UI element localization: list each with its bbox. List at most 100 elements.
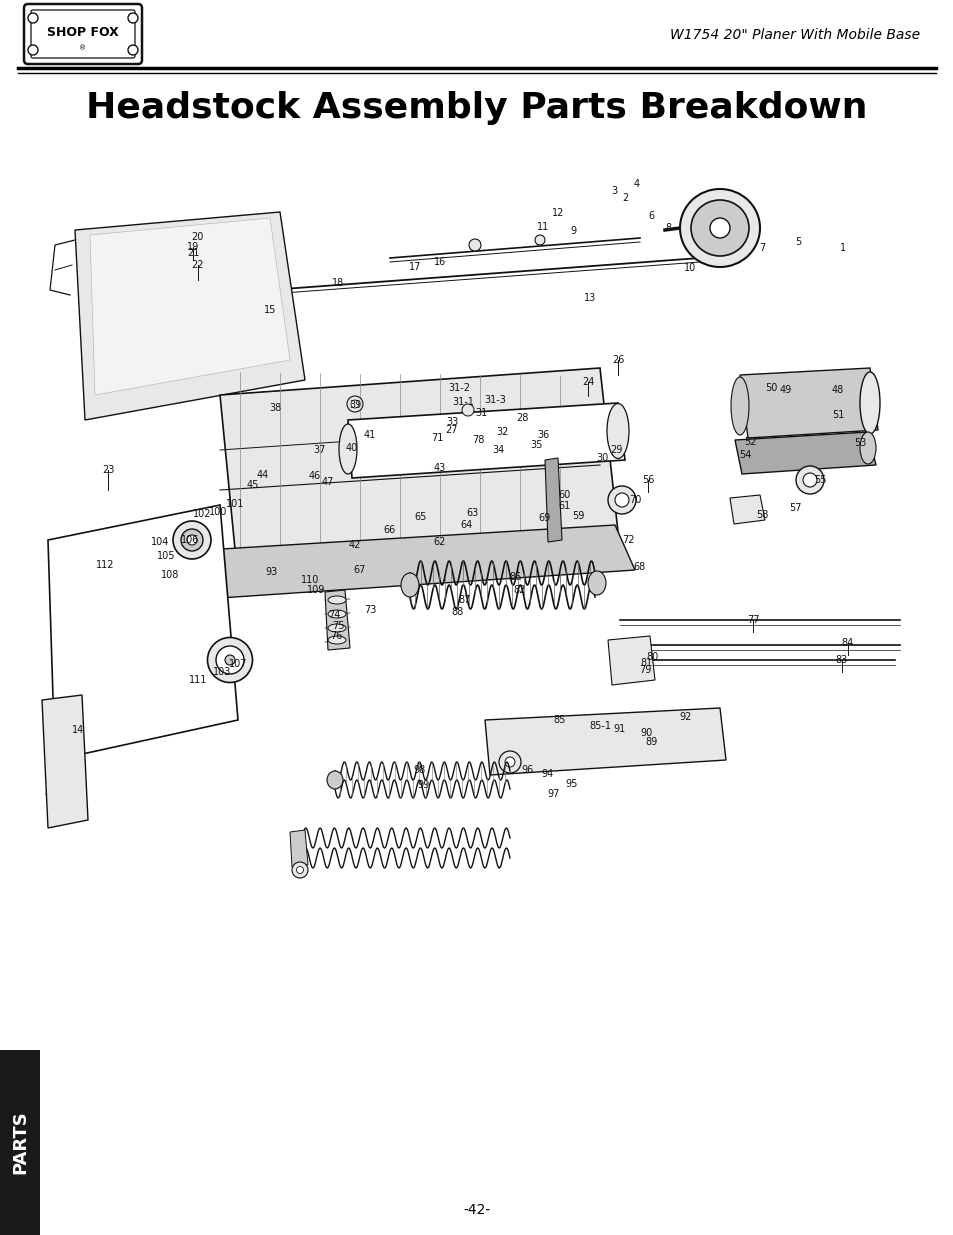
Text: 28: 28 <box>516 412 528 424</box>
Text: 42: 42 <box>349 540 361 550</box>
Ellipse shape <box>338 424 356 474</box>
Polygon shape <box>42 695 88 827</box>
Text: 41: 41 <box>363 430 375 440</box>
Text: 36: 36 <box>537 430 549 440</box>
Text: 16: 16 <box>434 257 446 267</box>
Text: 94: 94 <box>541 769 554 779</box>
Text: 72: 72 <box>621 535 634 545</box>
Text: 86: 86 <box>509 572 521 582</box>
Ellipse shape <box>292 862 308 878</box>
Text: 90: 90 <box>640 727 653 739</box>
Ellipse shape <box>606 404 628 458</box>
Ellipse shape <box>225 655 234 664</box>
Text: 40: 40 <box>346 443 357 453</box>
Polygon shape <box>729 495 764 524</box>
Ellipse shape <box>587 571 605 595</box>
Text: 95: 95 <box>565 779 578 789</box>
Ellipse shape <box>730 377 748 435</box>
Text: 14: 14 <box>71 725 84 735</box>
Text: 15: 15 <box>264 305 276 315</box>
Text: 100: 100 <box>209 508 227 517</box>
Text: 62: 62 <box>434 537 446 547</box>
Ellipse shape <box>296 867 303 873</box>
Ellipse shape <box>859 372 879 433</box>
Text: Headstock Assembly Parts Breakdown: Headstock Assembly Parts Breakdown <box>86 91 867 125</box>
Text: 60: 60 <box>558 490 571 500</box>
Text: 69: 69 <box>538 513 551 522</box>
Ellipse shape <box>215 646 244 674</box>
Text: 32: 32 <box>497 427 509 437</box>
Text: 49: 49 <box>779 385 791 395</box>
Ellipse shape <box>187 535 196 545</box>
Text: 46: 46 <box>309 471 321 480</box>
Ellipse shape <box>328 610 346 618</box>
Text: 11: 11 <box>537 222 549 232</box>
Text: 112: 112 <box>95 559 114 571</box>
Text: 6: 6 <box>647 211 654 221</box>
Text: 85-1: 85-1 <box>588 721 610 731</box>
Text: 24: 24 <box>581 377 594 387</box>
Text: 111: 111 <box>189 676 207 685</box>
Text: 53: 53 <box>853 438 865 448</box>
Text: 55: 55 <box>813 475 825 485</box>
Text: 34: 34 <box>492 445 503 454</box>
Text: 48: 48 <box>831 385 843 395</box>
Text: 26: 26 <box>611 354 623 366</box>
Text: 99: 99 <box>417 781 430 790</box>
Text: 77: 77 <box>746 615 759 625</box>
Ellipse shape <box>328 597 346 604</box>
Ellipse shape <box>181 529 203 551</box>
FancyBboxPatch shape <box>24 4 142 64</box>
Text: 58: 58 <box>755 510 767 520</box>
Ellipse shape <box>28 14 38 23</box>
Polygon shape <box>740 368 877 438</box>
Polygon shape <box>348 403 624 478</box>
Polygon shape <box>607 636 655 685</box>
Text: 91: 91 <box>613 724 625 734</box>
Text: 92: 92 <box>679 713 692 722</box>
Text: 67: 67 <box>354 564 366 576</box>
Text: 27: 27 <box>445 425 457 435</box>
Ellipse shape <box>351 400 358 408</box>
Text: 51: 51 <box>831 410 843 420</box>
Text: 20: 20 <box>191 232 203 242</box>
FancyBboxPatch shape <box>30 10 135 58</box>
Text: ®: ® <box>79 44 87 51</box>
Text: 22: 22 <box>192 261 204 270</box>
Text: 9: 9 <box>569 226 576 236</box>
Text: 29: 29 <box>609 445 621 454</box>
Text: 106: 106 <box>181 535 199 545</box>
Text: 63: 63 <box>466 508 478 517</box>
Ellipse shape <box>802 473 816 487</box>
Text: 109: 109 <box>307 585 325 595</box>
Text: 81: 81 <box>640 658 653 668</box>
Ellipse shape <box>859 432 875 464</box>
Text: 39: 39 <box>349 400 361 410</box>
Text: 78: 78 <box>472 435 484 445</box>
Ellipse shape <box>400 573 418 597</box>
Text: 73: 73 <box>363 605 375 615</box>
Text: 88: 88 <box>452 606 464 618</box>
Text: 74: 74 <box>328 610 340 620</box>
Text: 57: 57 <box>788 503 801 513</box>
Polygon shape <box>544 458 561 542</box>
Text: 33: 33 <box>445 417 457 427</box>
Ellipse shape <box>347 396 363 412</box>
Text: 59: 59 <box>571 511 583 521</box>
Text: 85: 85 <box>554 715 565 725</box>
Text: 105: 105 <box>156 551 175 561</box>
Text: 44: 44 <box>256 471 269 480</box>
Text: 17: 17 <box>409 262 420 272</box>
Text: 30: 30 <box>596 453 607 463</box>
Text: W1754 20" Planer With Mobile Base: W1754 20" Planer With Mobile Base <box>669 28 919 42</box>
Text: 21: 21 <box>187 248 199 258</box>
Text: 68: 68 <box>633 562 645 572</box>
Text: 31: 31 <box>475 408 487 417</box>
Text: 102: 102 <box>193 509 211 519</box>
Text: 10: 10 <box>683 263 696 273</box>
Text: 97: 97 <box>547 789 559 799</box>
Text: 80: 80 <box>646 652 659 662</box>
Text: 8: 8 <box>664 224 670 233</box>
Ellipse shape <box>461 404 474 416</box>
Text: 89: 89 <box>645 737 658 747</box>
